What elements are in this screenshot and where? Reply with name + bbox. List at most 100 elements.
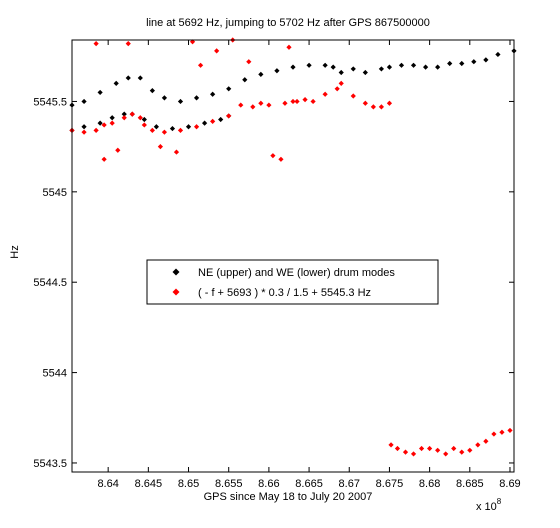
data-point <box>350 93 356 99</box>
data-point <box>137 75 143 81</box>
data-point <box>81 98 87 105</box>
data-point <box>193 95 200 101</box>
data-point <box>161 95 168 101</box>
plot-frame <box>71 39 515 473</box>
data-point <box>447 60 453 67</box>
data-point <box>427 445 433 452</box>
x-tick-label: 8.645 <box>135 478 163 490</box>
data-point <box>169 125 176 132</box>
data-point <box>443 451 449 457</box>
data-point <box>388 442 394 448</box>
data-point <box>499 429 505 435</box>
data-point <box>402 449 409 455</box>
data-point <box>177 98 184 105</box>
data-point <box>157 144 163 150</box>
data-point <box>115 147 121 153</box>
x-tick-label: 8.69 <box>499 478 520 490</box>
data-point <box>137 115 143 121</box>
data-point <box>173 149 180 155</box>
data-point <box>362 100 368 106</box>
data-point <box>322 62 328 68</box>
data-point <box>386 64 393 70</box>
x-axis-multiplier-base: x 10 <box>476 501 497 513</box>
x-tick-label: 8.675 <box>376 478 404 490</box>
data-point <box>286 44 292 50</box>
data-point <box>250 104 256 110</box>
x-tick-label: 8.665 <box>295 478 323 490</box>
data-point <box>246 59 252 65</box>
y-tick-label: 5545.5 <box>33 96 67 108</box>
data-point <box>202 120 208 126</box>
data-point <box>141 122 147 128</box>
data-point <box>101 122 107 128</box>
data-point <box>109 120 115 126</box>
data-point <box>218 116 224 123</box>
x-axis-multiplier-exponent: 8 <box>497 497 502 506</box>
data-point <box>189 39 196 45</box>
data-point <box>81 129 87 135</box>
y-tick-label: 5543.5 <box>33 458 67 470</box>
data-point <box>125 75 131 81</box>
data-point <box>242 77 248 83</box>
data-point <box>197 62 204 68</box>
data-point <box>467 447 473 453</box>
data-point <box>451 445 457 452</box>
data-point <box>210 91 216 97</box>
plot-area <box>72 40 514 472</box>
data-point <box>394 445 401 452</box>
data-point <box>282 100 288 106</box>
legend: NE (upper) and WE (lower) drum modes ( -… <box>146 259 439 305</box>
data-point <box>177 127 184 133</box>
series-1 <box>69 37 513 457</box>
data-point <box>378 104 384 110</box>
data-point <box>418 445 425 452</box>
legend-box <box>146 259 439 305</box>
data-point <box>93 127 99 133</box>
data-point <box>330 64 336 70</box>
data-point <box>97 89 103 96</box>
data-point <box>310 98 316 105</box>
x-tick-label: 8.67 <box>339 478 360 490</box>
data-point <box>258 100 264 106</box>
y-tick-label: 5544.5 <box>33 277 67 289</box>
legend-label-ne-we: NE (upper) and WE (lower) drum modes <box>198 267 395 279</box>
data-point <box>471 59 477 65</box>
legend-marker-ne-we <box>172 268 180 276</box>
data-point <box>398 62 405 68</box>
data-point <box>302 97 308 103</box>
data-point <box>334 86 340 92</box>
data-point <box>270 153 276 159</box>
x-tick-label: 8.65 <box>178 478 199 490</box>
data-point <box>386 100 393 106</box>
series-layer <box>69 37 517 457</box>
data-point <box>294 98 300 105</box>
data-point <box>507 427 513 434</box>
data-point <box>278 156 284 162</box>
data-point <box>362 69 368 76</box>
x-tick-label: 8.66 <box>258 478 279 490</box>
data-point <box>141 116 147 123</box>
y-axis-ticks: 5543.5 5544 5544.5 5545 5545.5 <box>33 96 514 470</box>
data-point <box>491 431 497 437</box>
x-axis-multiplier: x 108 <box>476 497 502 513</box>
x-axis-ticks: 8.64 8.645 8.65 8.655 8.66 8.665 8.67 8.675 8.68… <box>97 40 521 490</box>
y-tick-label: 5545 <box>43 187 67 199</box>
data-point <box>121 111 127 117</box>
data-point <box>290 98 296 105</box>
data-point <box>266 102 272 108</box>
data-point <box>435 64 441 70</box>
data-point <box>129 111 135 117</box>
x-tick-label: 8.655 <box>215 478 243 490</box>
data-point <box>483 57 489 63</box>
data-point <box>274 68 280 74</box>
data-point <box>125 41 131 47</box>
data-point <box>378 66 384 72</box>
data-point <box>338 69 344 76</box>
data-point <box>322 91 328 97</box>
data-point <box>483 438 489 444</box>
x-tick-label: 8.68 <box>419 478 440 490</box>
data-point <box>153 124 159 130</box>
data-point <box>423 64 429 70</box>
data-point <box>350 66 356 72</box>
